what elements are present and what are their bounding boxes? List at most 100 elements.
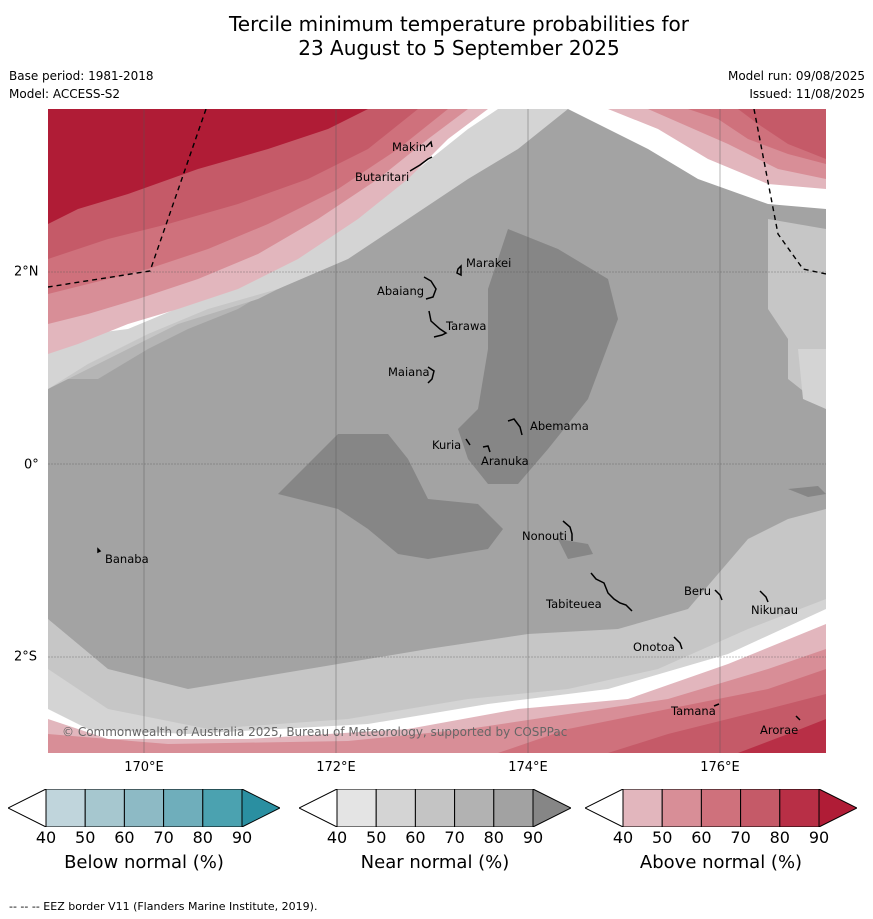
- island: [673, 636, 683, 650]
- colorbar-label: Below normal (%): [64, 852, 224, 873]
- place-label: Aranuka: [481, 454, 529, 468]
- place-label: Abaiang: [377, 284, 424, 298]
- island: [425, 140, 433, 148]
- gridlines: [48, 109, 826, 753]
- colorbar-svg: [6, 788, 282, 828]
- colorbar-left-extend: [297, 788, 338, 828]
- island: [97, 547, 102, 554]
- issued-date: Issued: 11/08/2025: [749, 87, 865, 101]
- place-label: Maiana: [388, 365, 430, 379]
- title-line-1: Tercile minimum temperature probabilitie…: [228, 12, 690, 36]
- colorbar-tick-label: 50: [75, 828, 96, 847]
- place-label: Onotoa: [633, 640, 675, 654]
- colorbar-segment: [84, 788, 125, 828]
- colorbar-segment: [454, 788, 495, 828]
- island: [714, 589, 723, 601]
- above-normal-band: [48, 109, 368, 224]
- title-line-2: 23 August to 5 September 2025: [298, 36, 620, 60]
- near-normal-core: [278, 434, 503, 559]
- map-panel: Makin Butaritari Marakei Abaiang Tarawa …: [48, 109, 826, 753]
- colorbar-tick-label: 40: [326, 828, 348, 847]
- colorbar: 40 50 60 70 80 90 Above normal (%): [583, 788, 859, 873]
- lon-tick-label: 170°E: [124, 760, 164, 775]
- colorbar-segment: [414, 788, 456, 828]
- place-label: Kuria: [432, 438, 461, 452]
- colorbar-tick-label: 40: [612, 828, 634, 847]
- place-label: Butaritari: [355, 170, 409, 184]
- colorbar-left-extend: [583, 788, 624, 828]
- island: [428, 310, 448, 338]
- place-label: Makin: [392, 140, 426, 154]
- colorbar-label: Above normal (%): [639, 852, 803, 873]
- place-labels: Makin Butaritari Marakei Abaiang Tarawa …: [105, 140, 798, 737]
- colorbar-segment: [123, 788, 165, 828]
- colorbar-right-extend: [818, 788, 859, 828]
- place-label: Tarawa: [445, 319, 486, 333]
- place-label: Nonouti: [522, 529, 567, 543]
- near-normal-core: [558, 539, 593, 559]
- island: [590, 572, 633, 612]
- island: [456, 264, 462, 277]
- colorbar-tick-label: 80: [483, 828, 504, 847]
- island: [465, 438, 471, 446]
- model-run: Model run: 09/08/2025: [727, 69, 865, 83]
- lon-tick-label: 172°E: [316, 760, 356, 775]
- island: [507, 418, 523, 436]
- colorbar-segment: [622, 788, 663, 828]
- colorbar-left-extend: [6, 788, 47, 828]
- colorbar-segment: [493, 788, 534, 828]
- footnote: -- -- -- EEZ border V11 (Flanders Marine…: [9, 900, 318, 913]
- colorbar-segment: [45, 788, 86, 828]
- model-name: Model: ACCESS-S2: [9, 87, 121, 101]
- colorbar-tick-label: 90: [522, 828, 544, 847]
- above-normal-band: [738, 109, 826, 159]
- colorbar-segment: [336, 788, 377, 828]
- colorbar-right-extend: [241, 788, 282, 828]
- lat-tick-label: 0°: [24, 457, 39, 473]
- copyright-notice: © Commonwealth of Australia 2025, Bureau…: [62, 725, 567, 739]
- colorbar-segment: [202, 788, 243, 828]
- colorbar-tick-label: 40: [35, 828, 57, 847]
- place-label: Banaba: [105, 552, 149, 566]
- island: [427, 366, 435, 384]
- base-period: Base period: 1981-2018: [9, 69, 154, 83]
- colorbar-tick-label: 60: [405, 828, 426, 847]
- near-normal-band: [798, 349, 826, 409]
- colorbar-label: Near normal (%): [360, 852, 510, 873]
- chart-title: Tercile minimum temperature probabilitie…: [0, 12, 873, 60]
- colorbar-tick-label: 80: [192, 828, 213, 847]
- island: [482, 445, 491, 453]
- colorbar-tick-label: 50: [652, 828, 673, 847]
- colorbar-segment: [779, 788, 820, 828]
- colorbar-segment: [700, 788, 742, 828]
- colorbar-tick-label: 70: [444, 828, 465, 847]
- meta-right: Model run: 09/08/2025 Issued: 11/08/2025: [728, 67, 865, 103]
- colorbar-right-extend: [532, 788, 573, 828]
- island: [562, 520, 573, 541]
- meta-left: Base period: 1981-2018 Model: ACCESS-S2: [9, 67, 154, 103]
- lat-tick-label: 2°N: [14, 264, 39, 280]
- lat-tick-label: 2°S: [14, 649, 38, 665]
- place-label: Nikunau: [751, 603, 798, 617]
- colorbar-tick-label: 70: [730, 828, 751, 847]
- island: [423, 276, 437, 300]
- above-normal-band: [608, 694, 826, 753]
- colorbar-segment: [661, 788, 702, 828]
- colorbar-svg: [583, 788, 859, 828]
- place-label: Abemama: [530, 419, 589, 433]
- map-svg: Makin Butaritari Marakei Abaiang Tarawa …: [48, 109, 826, 753]
- place-label: Tamana: [670, 704, 716, 718]
- island: [795, 715, 801, 721]
- colorbar-segment: [740, 788, 781, 828]
- island: [409, 156, 433, 172]
- place-label: Arorae: [760, 723, 798, 737]
- colorbar-tick-label: 80: [769, 828, 790, 847]
- near-normal-core: [788, 486, 826, 497]
- colorbar-tick-label: 50: [366, 828, 387, 847]
- place-label: Tabiteuea: [545, 597, 602, 611]
- colorbar-svg: [297, 788, 573, 828]
- colorbar-segment: [375, 788, 416, 828]
- colorbar-tick-label: 60: [691, 828, 712, 847]
- eez-border: [48, 109, 826, 288]
- colorbar-segment: [163, 788, 204, 828]
